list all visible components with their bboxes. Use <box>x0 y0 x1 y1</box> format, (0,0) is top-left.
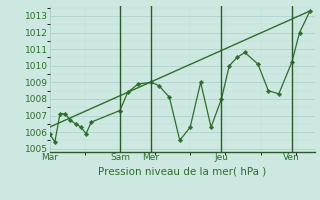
X-axis label: Pression niveau de la mer( hPa ): Pression niveau de la mer( hPa ) <box>98 167 267 177</box>
